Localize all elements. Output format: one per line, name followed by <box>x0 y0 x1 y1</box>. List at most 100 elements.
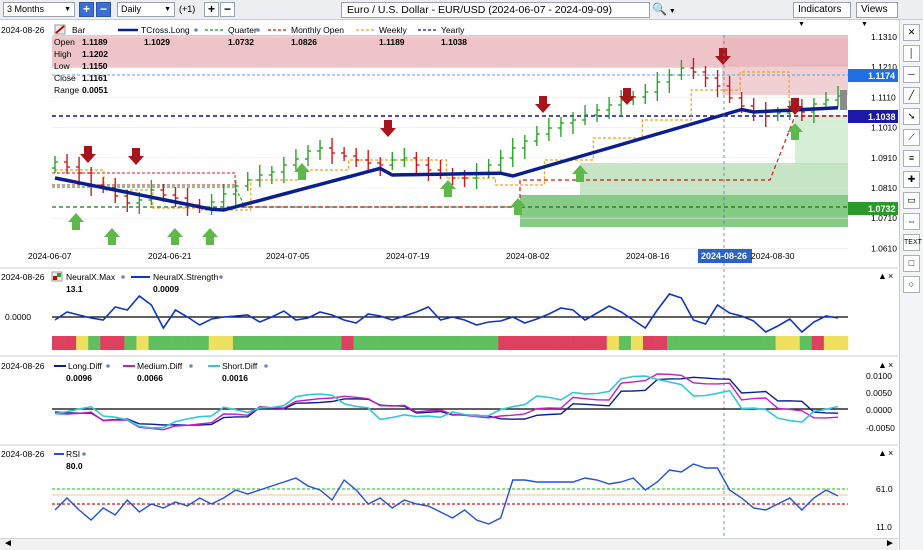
price-tick: 1.1210 <box>871 62 897 72</box>
offset-minus-button[interactable]: − <box>220 2 235 17</box>
signal-cell <box>727 336 740 350</box>
search-button[interactable]: 🔍 ▼ <box>652 2 682 18</box>
chart-area[interactable]: 1.1310 1.1210 1.1110 1.1010 1.0910 1.0810 1.07… <box>0 20 898 538</box>
trend-line-icon[interactable]: ⟋ <box>903 129 920 146</box>
info-icon[interactable] <box>264 364 268 368</box>
zoom-in-button[interactable]: + <box>79 2 94 17</box>
circle-icon[interactable]: ○ <box>903 276 920 293</box>
info-icon[interactable] <box>256 28 260 32</box>
sell-arrow <box>380 120 396 137</box>
timeframe-value: 3 Months <box>7 4 45 14</box>
signal-cell <box>775 336 788 350</box>
chevron-up-icon[interactable]: ▲ <box>878 271 887 281</box>
measure-icon[interactable]: ⇔ <box>903 213 920 230</box>
neural-legend-strength: NeuralX.Strength <box>153 272 218 282</box>
cross-icon[interactable]: ✚ <box>903 171 920 188</box>
price-marker <box>848 69 898 82</box>
price-panel[interactable]: 1.1310 1.1210 1.1110 1.1010 1.0910 1.0810 1.07… <box>1 24 898 538</box>
horizontal-scrollbar[interactable]: ◄ ► <box>0 538 898 550</box>
horizontal-line-icon[interactable]: ─ <box>903 66 920 83</box>
price-tick: 1.0610 <box>871 243 897 253</box>
signal-cell <box>112 336 125 350</box>
chart-toolbar: 3 Months ▼ + − Daily ▼ (+1) + − Euro / U… <box>0 0 923 28</box>
diff-panel[interactable]: 2024-08-26 Long.Diff Medium.Diff Short.D… <box>0 355 898 433</box>
rsi-date: 2024-08-26 <box>1 449 45 459</box>
close-icon[interactable]: × <box>888 448 893 458</box>
views-button[interactable]: Views ▼ <box>856 2 898 28</box>
fib-icon[interactable]: ≡ <box>903 150 920 167</box>
price-tick: 1.0810 <box>871 183 897 193</box>
legend-long-diff: Long.Diff <box>68 361 103 371</box>
main-date: 2024-08-26 <box>1 25 45 35</box>
info-icon[interactable] <box>82 452 86 456</box>
signal-cell <box>823 336 837 350</box>
scroll-right-icon[interactable]: ► <box>885 538 895 549</box>
signal-cell <box>534 336 547 350</box>
symbol-title[interactable]: Euro / U.S. Dollar - EUR/USD (2024-06-07… <box>341 2 650 18</box>
trend-line-icon[interactable]: ╱ <box>903 87 920 104</box>
resistance-zone <box>52 35 848 68</box>
info-icon[interactable] <box>219 275 223 279</box>
diff-tick: 0.0000 <box>866 405 892 415</box>
close-icon[interactable]: × <box>888 271 893 281</box>
arrow-icon[interactable]: ➘ <box>903 108 920 125</box>
close-icon[interactable]: × <box>888 360 893 370</box>
indicators-button[interactable]: Indicators ▼ <box>793 2 851 28</box>
buy-arrow <box>294 163 310 180</box>
interval-select[interactable]: Daily ▼ <box>117 2 175 17</box>
rsi-panel[interactable]: 2024-08-26 RSI 80.0 61.0 11.0 ▲ × <box>0 444 898 532</box>
chevron-up-icon[interactable]: ▲ <box>878 448 887 458</box>
signal-cell <box>148 336 161 350</box>
info-icon[interactable] <box>121 275 125 279</box>
chevron-up-icon[interactable]: ▲ <box>878 360 887 370</box>
info-icon[interactable] <box>189 364 193 368</box>
legend-bar: Bar <box>72 25 85 35</box>
rsi-value: 80.0 <box>66 461 83 471</box>
signal-cell <box>377 336 390 350</box>
signal-cell <box>341 336 354 350</box>
short-diff-value: 0.0016 <box>222 373 248 383</box>
neural-panel[interactable]: 2024-08-26 NeuralX.Max NeuralX.Strength … <box>0 267 898 350</box>
timeframe-select[interactable]: 3 Months ▼ <box>3 2 75 17</box>
ohlc-close-label: Close <box>54 73 76 83</box>
signal-cell <box>450 336 463 350</box>
signal-cell <box>184 336 198 350</box>
monthly-open-segment-june <box>52 172 236 186</box>
indicators-label: Indicators <box>798 4 842 15</box>
rsi-tick-11: 11.0 <box>876 522 892 532</box>
signal-cell <box>160 336 173 350</box>
legend-weekly: Weekly <box>379 25 407 35</box>
signal-cell <box>751 336 764 350</box>
chevron-down-icon: ▼ <box>64 6 71 13</box>
buy-arrow <box>68 213 84 230</box>
neural-legend-max: NeuralX.Max <box>66 272 116 282</box>
close-icon[interactable]: ✕ <box>903 24 920 41</box>
signal-cell <box>462 336 475 350</box>
signal-cell <box>594 336 608 350</box>
signal-cell <box>232 336 246 350</box>
legend-rsi: RSI <box>66 449 80 459</box>
info-icon[interactable] <box>106 364 110 368</box>
signal-cell <box>630 336 644 350</box>
scroll-left-icon[interactable]: ◄ <box>3 538 13 549</box>
legend-short-diff: Short.Diff <box>222 361 258 371</box>
support-zone-upper <box>580 163 848 195</box>
legend-monthly: Monthly Open <box>291 25 344 35</box>
vertical-line-icon[interactable]: │ <box>903 45 920 62</box>
bar-legend-glyph <box>55 25 65 34</box>
offset-plus-button[interactable]: + <box>204 2 219 17</box>
buy-arrow <box>787 123 803 140</box>
monthly-value: 1.0826 <box>291 37 317 47</box>
ohlc-low-value: 1.1150 <box>82 61 108 71</box>
long-diff-line <box>54 376 839 426</box>
signal-cell <box>293 336 306 350</box>
zoom-out-button[interactable]: − <box>96 2 111 17</box>
ohlc-high-value: 1.1202 <box>82 49 108 59</box>
text-icon[interactable]: TEXT <box>903 234 922 251</box>
date-axis: 2024-06-07 2024-06-21 2024-07-05 2024-07-19… <box>28 249 795 263</box>
info-icon[interactable] <box>194 28 198 32</box>
signal-cell <box>413 336 427 350</box>
square-icon[interactable]: □ <box>903 255 920 272</box>
signal-cell <box>691 336 704 350</box>
rect-icon[interactable]: ▭ <box>903 192 920 209</box>
